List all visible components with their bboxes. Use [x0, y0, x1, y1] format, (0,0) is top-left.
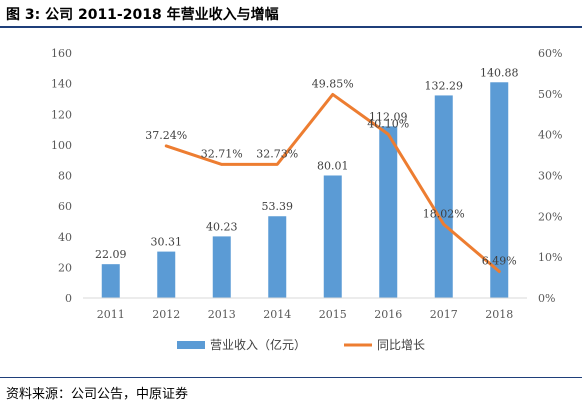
y-right-tick-label: 30% — [538, 170, 562, 183]
revenue-value-label: 40.23 — [206, 220, 238, 233]
revenue-value-label: 112.09 — [369, 110, 408, 123]
revenue-bar — [323, 175, 342, 298]
y-right-tick-label: 0% — [538, 292, 555, 305]
y-right-tick-label: 50% — [538, 88, 562, 101]
bar-series — [101, 82, 509, 299]
source-divider — [0, 377, 582, 378]
growth-value-label: 32.71% — [201, 147, 243, 160]
growth-value-label: 49.85% — [312, 77, 354, 90]
x-axis: 2011 2012 2013 2014 2015 2016 2017 2018 — [97, 308, 514, 321]
revenue-bar — [268, 216, 287, 298]
y-right-tick-label: 40% — [538, 129, 562, 142]
growth-value-label: 32.73% — [256, 147, 298, 160]
revenue-bar — [434, 95, 453, 298]
growth-value-label: 40.10% — [367, 117, 409, 130]
x-tick-label: 2011 — [97, 308, 125, 321]
growth-value-label: 6.49% — [482, 254, 517, 267]
y-right-tick-label: 10% — [538, 251, 562, 264]
title-divider — [0, 26, 582, 28]
legend-label-revenue: 营业收入（亿元） — [210, 337, 306, 352]
revenue-bar — [379, 126, 398, 299]
x-tick-label: 2014 — [263, 308, 291, 321]
y-axis-left: 0 20 40 60 80 100 120 140 160 — [51, 47, 72, 305]
x-tick-label: 2018 — [485, 308, 513, 321]
legend: 营业收入（亿元） 同比增长 — [177, 337, 425, 352]
revenue-value-label: 80.01 — [317, 159, 349, 172]
y-left-tick-label: 0 — [65, 292, 72, 305]
revenue-bar — [490, 82, 509, 298]
revenue-bar — [157, 251, 176, 298]
revenue-value-label: 30.31 — [151, 236, 183, 249]
y-left-tick-label: 60 — [58, 200, 72, 213]
y-left-tick-label: 140 — [51, 78, 72, 91]
y-axis-right: 0% 10% 20% 30% 40% 50% 60% — [538, 47, 562, 305]
x-tick-label: 2016 — [374, 308, 402, 321]
y-left-tick-label: 80 — [58, 170, 72, 183]
x-tick-label: 2015 — [319, 308, 347, 321]
bar-data-labels: 22.09 30.31 40.23 53.39 80.01 112.09 132.29 140… — [95, 66, 519, 261]
revenue-value-label: 132.29 — [425, 79, 464, 92]
y-right-tick-label: 20% — [538, 210, 562, 223]
legend-swatch-revenue — [177, 341, 205, 349]
y-left-tick-label: 20 — [58, 261, 72, 274]
revenue-value-label: 53.39 — [262, 200, 294, 213]
source-note: 资料来源：公司公告，中原证券 — [6, 387, 189, 402]
line-data-labels: 37.24% 32.71% 32.73% 49.85% 40.10% 18.02% 6.49… — [145, 77, 516, 267]
revenue-bar — [101, 264, 120, 298]
revenue-value-label: 22.09 — [95, 248, 127, 261]
revenue-bar — [212, 236, 231, 298]
growth-line — [164, 92, 501, 273]
growth-value-label: 37.24% — [145, 129, 187, 142]
x-tick-label: 2013 — [208, 308, 236, 321]
y-left-tick-label: 120 — [51, 108, 72, 121]
x-tick-label: 2012 — [152, 308, 180, 321]
y-left-tick-label: 40 — [58, 231, 72, 244]
line-series — [164, 92, 501, 273]
revenue-value-label: 140.88 — [480, 66, 519, 79]
growth-value-label: 18.02% — [423, 207, 465, 220]
y-left-tick-label: 160 — [51, 47, 72, 60]
y-left-tick-label: 100 — [51, 139, 72, 152]
figure-title: 图 3: 公司 2011-2018 年营业收入与增幅 — [6, 7, 279, 23]
x-tick-label: 2017 — [430, 308, 458, 321]
y-right-tick-label: 60% — [538, 47, 562, 60]
legend-label-growth: 同比增长 — [377, 338, 425, 352]
